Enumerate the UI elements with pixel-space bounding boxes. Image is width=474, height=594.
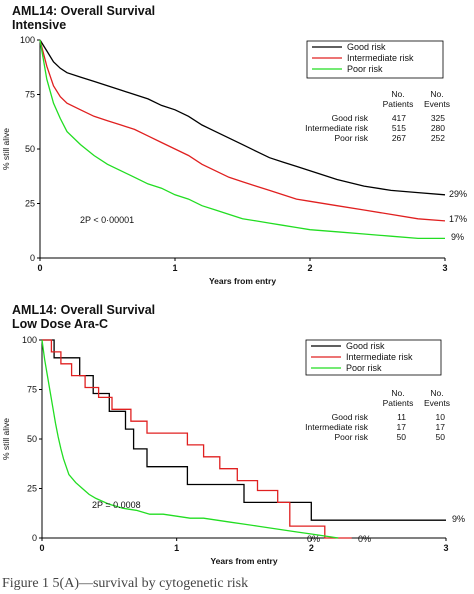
x-tick-label: 1 <box>174 543 179 553</box>
y-tick-label: 100 <box>22 335 37 345</box>
table-cell-events: 17 <box>436 422 446 432</box>
x-tick-label: 0 <box>39 543 44 553</box>
x-axis-label: Years from entry <box>210 556 277 566</box>
chart-subtitle: Low Dose Ara-C <box>12 317 109 331</box>
x-tick-label: 3 <box>443 543 448 553</box>
x-tick-label: 2 <box>309 543 314 553</box>
table-cell-patients: 50 <box>397 432 407 442</box>
y-tick-label: 0 <box>30 253 35 263</box>
table-header-patients: Patients <box>383 398 414 408</box>
y-axis-label: % still alive <box>1 128 11 170</box>
table-row-label: Intermediate risk <box>305 422 369 432</box>
table-cell-patients: 515 <box>392 123 406 133</box>
y-tick-label: 75 <box>25 90 35 100</box>
chart-panel-intensive: AML14: Overall Survival Intensive 0 25 50 7… <box>1 4 467 286</box>
y-tick-label: 50 <box>27 434 37 444</box>
legend-label: Intermediate risk <box>346 352 413 362</box>
table-cell-events: 325 <box>431 113 445 123</box>
table-cell-events: 280 <box>431 123 445 133</box>
chart-panel-low-dose: AML14: Overall Survival Low Dose Ara-C 0… <box>0 300 474 585</box>
y-tick-label: 25 <box>25 199 35 209</box>
table-header-events: Events <box>424 398 450 408</box>
end-value-label: 9% <box>452 514 465 524</box>
figure-caption: Figure 1 5(A)—survival by cytogenetic ri… <box>2 576 249 591</box>
y-axis-label: % still alive <box>1 418 11 460</box>
end-value-label: 29% <box>449 189 467 199</box>
series-line-3 <box>39 39 445 240</box>
table-row-label: Good risk <box>332 113 369 123</box>
table-cell-events: 50 <box>436 432 446 442</box>
p-value-annotation: 2P < 0·00001 <box>80 215 134 225</box>
table-cell-events: 252 <box>431 133 445 143</box>
p-value-annotation: 2P = 0.0008 <box>92 500 141 510</box>
table-cell-patients: 417 <box>392 113 406 123</box>
table-header-patients: Patients <box>383 99 414 109</box>
legend-label: Intermediate risk <box>347 53 414 63</box>
legend-label: Good risk <box>347 42 386 52</box>
table-header-events: No. <box>430 388 443 398</box>
y-tick-label: 50 <box>25 144 35 154</box>
legend-label: Poor risk <box>346 363 382 373</box>
table-cell-patients: 267 <box>392 133 406 143</box>
y-tick-label: 100 <box>20 35 35 45</box>
end-value-label: 0% <box>358 534 371 544</box>
table-row-label: Good risk <box>332 412 369 422</box>
y-tick-label: 25 <box>27 484 37 494</box>
series-line-3 <box>41 339 339 539</box>
table-cell-events: 10 <box>436 412 446 422</box>
table-cell-patients: 11 <box>397 412 406 422</box>
x-axis-label: Years from entry <box>209 276 276 286</box>
legend-label: Good risk <box>346 341 385 351</box>
table-cell-patients: 17 <box>397 422 407 432</box>
table-header-events: Events <box>424 99 450 109</box>
y-tick-label: 75 <box>27 385 37 395</box>
chart-title: AML14: Overall Survival <box>12 4 156 18</box>
legend-label: Poor risk <box>347 64 383 74</box>
series-line-2 <box>39 39 446 222</box>
x-tick-label: 0 <box>37 263 42 273</box>
x-tick-label: 1 <box>172 263 177 273</box>
end-value-label: 0% <box>307 534 320 544</box>
end-value-label: 17% <box>449 214 467 224</box>
chart-plot: 0 25 50 75 100 0 1 2 3 Years from entry % still al… <box>1 335 465 566</box>
end-value-label: 9% <box>451 232 464 242</box>
series-line-1 <box>42 339 446 521</box>
chart-plot: 0 25 50 75 100 0 1 2 3 Years from entry % still al… <box>1 35 467 286</box>
series-line-1 <box>39 39 446 196</box>
table-row-label: Intermediate risk <box>305 123 369 133</box>
table-header-patients: No. <box>391 89 404 99</box>
x-tick-label: 3 <box>442 263 447 273</box>
table-header-events: No. <box>430 89 443 99</box>
table-header-patients: No. <box>391 388 404 398</box>
y-tick-label: 0 <box>32 533 37 543</box>
series-line-2 <box>42 339 352 539</box>
x-tick-label: 2 <box>307 263 312 273</box>
table-row-label: Poor risk <box>334 432 368 442</box>
chart-subtitle: Intensive <box>12 18 67 32</box>
table-row-label: Poor risk <box>334 133 368 143</box>
chart-title: AML14: Overall Survival <box>12 303 156 317</box>
